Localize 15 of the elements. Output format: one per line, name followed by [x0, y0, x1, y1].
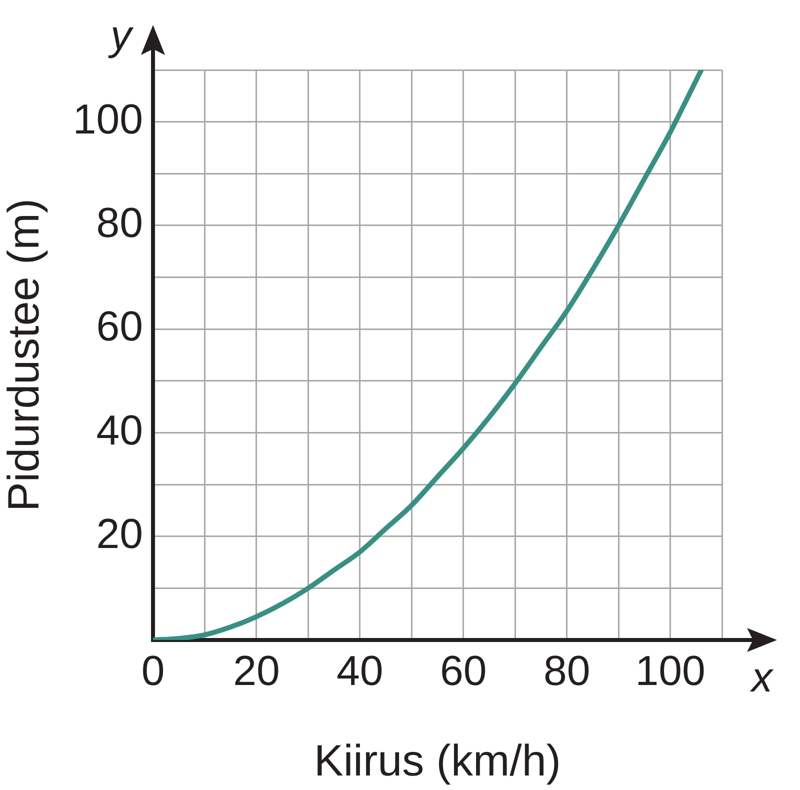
text: x [750, 654, 774, 701]
text: y [108, 12, 134, 59]
y-tick-label: 80 [96, 199, 143, 246]
x-tick-label: 100 [635, 646, 706, 694]
x-axis-title: Kiirus (km/h) [314, 736, 561, 786]
x-tick-label: 80 [543, 646, 590, 694]
y-tick-label: 40 [96, 406, 143, 454]
x-tick-label: 20 [233, 646, 280, 694]
y-tick-label: 20 [96, 510, 143, 557]
y-tick-label: 100 [72, 95, 143, 142]
x-tick-label: 0 [141, 646, 165, 694]
x-tick-label: 40 [336, 646, 384, 694]
y-tick-label: 60 [96, 302, 143, 350]
x-tick-label: 60 [440, 646, 487, 694]
y-axis-title: Pidurdustee (m) [0, 198, 49, 512]
